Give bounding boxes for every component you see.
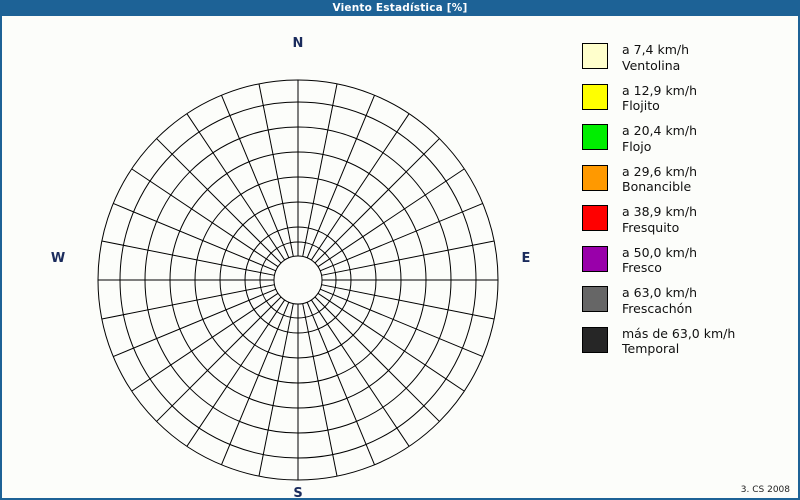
legend-category-name: Temporal: [622, 341, 680, 356]
legend-speed: a 29,6 km/h: [622, 163, 697, 179]
compass-label-east: E: [521, 251, 531, 266]
legend-category-name: Fresquito: [622, 219, 680, 235]
legend-label: a 50,0 km/h Fresco: [622, 245, 697, 276]
compass-label-west: W: [50, 251, 66, 266]
legend-label: a 20,4 km/h Flojo: [622, 123, 697, 154]
legend-speed: más de 63,0 km/h: [622, 325, 736, 341]
legend-item[interactable]: a 29,6 km/h Bonancible: [582, 164, 792, 195]
legend-color-swatch: [582, 286, 608, 312]
legend-label: a 63,0 km/h Frescachón: [622, 285, 697, 316]
legend-category-name: Frescachón: [622, 300, 693, 316]
legend-speed: a 38,9 km/h: [622, 204, 697, 219]
footer-credit: 3. CS 2008: [740, 485, 790, 495]
legend-item[interactable]: más de 63,0 km/h Temporal: [582, 326, 792, 357]
legend-item[interactable]: a 12,9 km/h Flojito: [582, 83, 792, 114]
wind-rose-grid: [97, 79, 499, 481]
legend-item[interactable]: a 7,4 km/h Ventolina: [582, 42, 792, 73]
legend-color-swatch: [582, 326, 608, 353]
legend-item[interactable]: a 50,0 km/h Fresco: [582, 245, 792, 276]
legend-color-swatch: [582, 205, 608, 231]
legend-speed: a 7,4 km/h: [622, 42, 690, 57]
legend-color-swatch: [582, 245, 608, 272]
legend-category-name: Flojito: [622, 98, 660, 113]
legend-speed: a 12,9 km/h: [622, 82, 697, 98]
legend-label: a 38,9 km/h Fresquito: [622, 204, 697, 235]
legend-label: a 29,6 km/h Bonancible: [622, 164, 697, 195]
compass-label-north: N: [292, 36, 304, 51]
legend-label: a 12,9 km/h Flojito: [622, 83, 697, 114]
legend-category-name: Flojo: [622, 138, 652, 154]
window-content: N S W E a 7,4 km/h Ventolina a 12,9 km/h Fl…: [2, 16, 798, 498]
legend-color-swatch: [582, 83, 608, 110]
legend-label: a 7,4 km/h Ventolina: [622, 42, 689, 73]
legend-color-swatch: [582, 164, 608, 191]
legend-item[interactable]: a 63,0 km/h Frescachón: [582, 285, 792, 316]
wind-rose-chart: N S W E: [2, 16, 572, 498]
legend-item[interactable]: a 38,9 km/h Fresquito: [582, 204, 792, 235]
legend-category-name: Bonancible: [622, 179, 692, 194]
compass-label-south: S: [293, 486, 303, 498]
legend-color-swatch: [582, 124, 608, 150]
legend-category-name: Fresco: [622, 260, 662, 275]
legend-color-swatch: [582, 43, 608, 69]
legend-speed: a 50,0 km/h: [622, 244, 697, 260]
legend-speed: a 20,4 km/h: [622, 123, 697, 138]
legend-category-name: Ventolina: [622, 57, 681, 73]
legend-speed: a 63,0 km/h: [622, 285, 697, 300]
legend-label: más de 63,0 km/h Temporal: [622, 326, 735, 357]
legend: a 7,4 km/h Ventolina a 12,9 km/h Flojito a 2…: [582, 42, 792, 366]
legend-item[interactable]: a 20,4 km/h Flojo: [582, 123, 792, 154]
window-title: Viento Estadística [%]: [0, 0, 800, 16]
